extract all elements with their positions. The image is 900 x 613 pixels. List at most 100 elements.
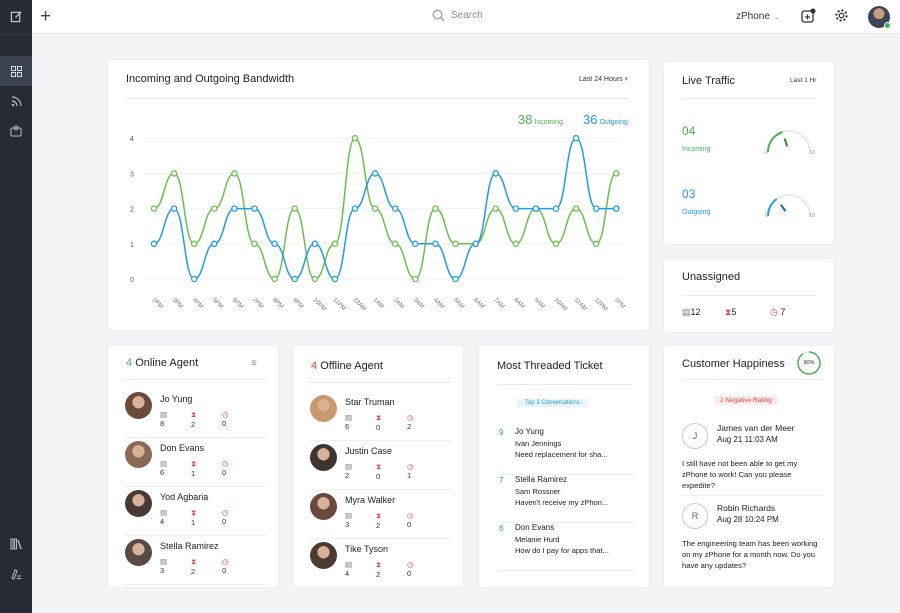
search-input[interactable]: Search <box>432 9 483 22</box>
outgoing-data-point[interactable] <box>472 240 479 248</box>
agent-overdue: ◷ 2 <box>407 413 438 432</box>
agent-stats: ▤ 4 ⧗ 2 ◷ 0 <box>345 560 438 579</box>
unassigned-waiting[interactable]: ⧗5 <box>725 307 770 318</box>
unassigned-overdue[interactable]: ◷ 7 <box>770 307 785 318</box>
bandwidth-range-dropdown[interactable]: Last 24 Hours ▾ <box>579 75 628 83</box>
library-nav[interactable] <box>0 529 32 559</box>
outgoing-data-point[interactable] <box>532 205 540 212</box>
incoming-data-point[interactable] <box>190 240 198 248</box>
incoming-data-point[interactable] <box>371 205 379 212</box>
unassigned-docs-count: 12 <box>690 307 701 317</box>
incoming-data-point[interactable] <box>271 275 278 283</box>
agent-overdue-count: 0 <box>222 419 227 428</box>
incoming-data-point[interactable] <box>251 240 258 248</box>
settings-button[interactable] <box>834 8 849 28</box>
ticket-item[interactable]: 7 Stella Ramirez Sam Rossner Haven't receiv… <box>499 473 634 523</box>
live-traffic-range[interactable]: Last 1 Hr <box>790 77 817 84</box>
review-item[interactable]: J James van der Meer Aug 21 11:03 AM I stil… <box>682 422 824 496</box>
agent-row[interactable]: Jo Yung ▤ 8 ⧗ 2 ◷ 0 <box>124 389 267 438</box>
outgoing-data-point[interactable] <box>492 170 499 177</box>
outgoing-data-point[interactable] <box>211 240 218 248</box>
outgoing-data-point[interactable] <box>291 275 298 283</box>
outgoing-data-point[interactable] <box>231 205 238 212</box>
agent-name: Tike Tyson <box>345 544 389 554</box>
notes-nav[interactable] <box>0 559 32 589</box>
contacts-nav[interactable] <box>0 116 32 146</box>
outgoing-data-point[interactable] <box>190 275 198 283</box>
hourglass-icon: ⧗ <box>376 413 382 422</box>
x-tick-label: 4PM <box>191 297 204 310</box>
agent-row[interactable]: Don Evans ▤ 6 ⧗ 1 ◷ 0 <box>124 438 267 487</box>
notifications-button[interactable] <box>800 8 816 29</box>
incoming-data-point[interactable] <box>231 170 238 177</box>
outgoing-data-point[interactable] <box>592 205 600 212</box>
agent-row[interactable]: Stella Ramirez ▤ 3 ⧗ 2 ◷ 0 <box>124 536 267 585</box>
agent-avatar <box>310 395 337 422</box>
outgoing-data-point[interactable] <box>391 205 399 212</box>
agent-row[interactable]: Star Truman ▤ 6 ⧗ 0 ◷ 2 <box>309 392 452 441</box>
incoming-data-point[interactable] <box>572 205 580 212</box>
incoming-data-point[interactable] <box>291 205 298 212</box>
outgoing-data-point[interactable] <box>613 205 620 212</box>
incoming-data-point[interactable] <box>311 275 319 283</box>
outgoing-data-point[interactable] <box>311 240 319 248</box>
incoming-data-point[interactable] <box>512 240 520 248</box>
incoming-data-point[interactable] <box>170 170 178 177</box>
outgoing-data-point[interactable] <box>170 205 178 212</box>
document-icon: ▤ <box>160 410 168 419</box>
review-item[interactable]: R Robin Richards Aug 28 10:24 PM The engine… <box>682 502 824 576</box>
bandwidth-title: Incoming and Outgoing Bandwidth <box>126 73 295 85</box>
brand-selector[interactable]: zPhone ⌄ <box>736 11 780 22</box>
outgoing-data-point[interactable] <box>371 170 379 177</box>
incoming-data-point[interactable] <box>492 205 499 212</box>
incoming-data-point[interactable] <box>452 240 459 248</box>
incoming-data-point[interactable] <box>552 240 560 248</box>
outgoing-data-point[interactable] <box>251 205 258 212</box>
agent-docs: ▤ 4 <box>345 560 376 579</box>
outgoing-data-point[interactable] <box>331 275 339 283</box>
incoming-data-point[interactable] <box>432 205 439 212</box>
agent-row[interactable]: Myra Walker ▤ 3 ⧗ 2 ◷ 0 <box>309 490 452 539</box>
outgoing-data-point[interactable] <box>150 240 158 248</box>
feed-nav[interactable] <box>0 86 32 116</box>
dashboard-nav[interactable] <box>0 56 32 86</box>
outgoing-data-point[interactable] <box>572 134 580 142</box>
incoming-data-point[interactable] <box>592 240 600 248</box>
menu-icon[interactable]: ≡ <box>251 358 257 369</box>
agent-row[interactable]: Tike Tyson ▤ 4 ⧗ 2 ◷ 0 <box>309 539 452 588</box>
divider <box>126 98 629 99</box>
user-avatar[interactable] <box>868 6 891 29</box>
top-bar: + Search zPhone ⌄ <box>32 0 900 34</box>
outgoing-data-point[interactable] <box>351 205 359 212</box>
agent-waiting: ⧗ 2 <box>376 511 407 530</box>
agent-row[interactable]: Yod Agbaria ▤ 4 ⧗ 1 ◷ 0 <box>124 487 267 536</box>
agent-overdue-count: 2 <box>407 422 412 431</box>
add-button[interactable]: + <box>40 7 51 27</box>
incoming-data-point[interactable] <box>412 275 419 283</box>
ticket-item[interactable]: 9 Jo Yung Ivan Jennings Need replacement fo… <box>499 425 634 475</box>
outgoing-data-point[interactable] <box>271 240 278 248</box>
incoming-data-point[interactable] <box>331 240 339 248</box>
outgoing-gauge-max: 10 <box>809 213 816 219</box>
outgoing-data-point[interactable] <box>432 240 439 248</box>
compose-button[interactable] <box>0 0 32 34</box>
unassigned-docs[interactable]: ▤12 <box>682 307 725 318</box>
incoming-data-point[interactable] <box>613 170 620 177</box>
outgoing-data-point[interactable] <box>452 275 459 283</box>
ticket-item[interactable]: 6 Don Evans Melanie Hurd How do I pay for a… <box>499 521 634 571</box>
incoming-total-label: Incoming <box>534 119 563 126</box>
divider <box>124 379 267 380</box>
agent-name: Jo Yung <box>160 394 193 404</box>
agent-row[interactable]: Justin Case ▤ 2 ⧗ 0 ◷ 1 <box>309 441 452 490</box>
sidebar <box>0 0 32 613</box>
incoming-data-point[interactable] <box>351 134 359 142</box>
incoming-data-point[interactable] <box>150 205 158 212</box>
agent-docs-count: 4 <box>345 569 350 578</box>
negative-rating-badge[interactable]: 2 Negative Rating <box>714 396 778 405</box>
incoming-data-point[interactable] <box>211 205 218 212</box>
incoming-data-point[interactable] <box>391 240 399 248</box>
outgoing-series-line <box>153 137 617 280</box>
outgoing-data-point[interactable] <box>512 205 520 212</box>
outgoing-data-point[interactable] <box>412 240 419 248</box>
outgoing-data-point[interactable] <box>552 205 560 212</box>
